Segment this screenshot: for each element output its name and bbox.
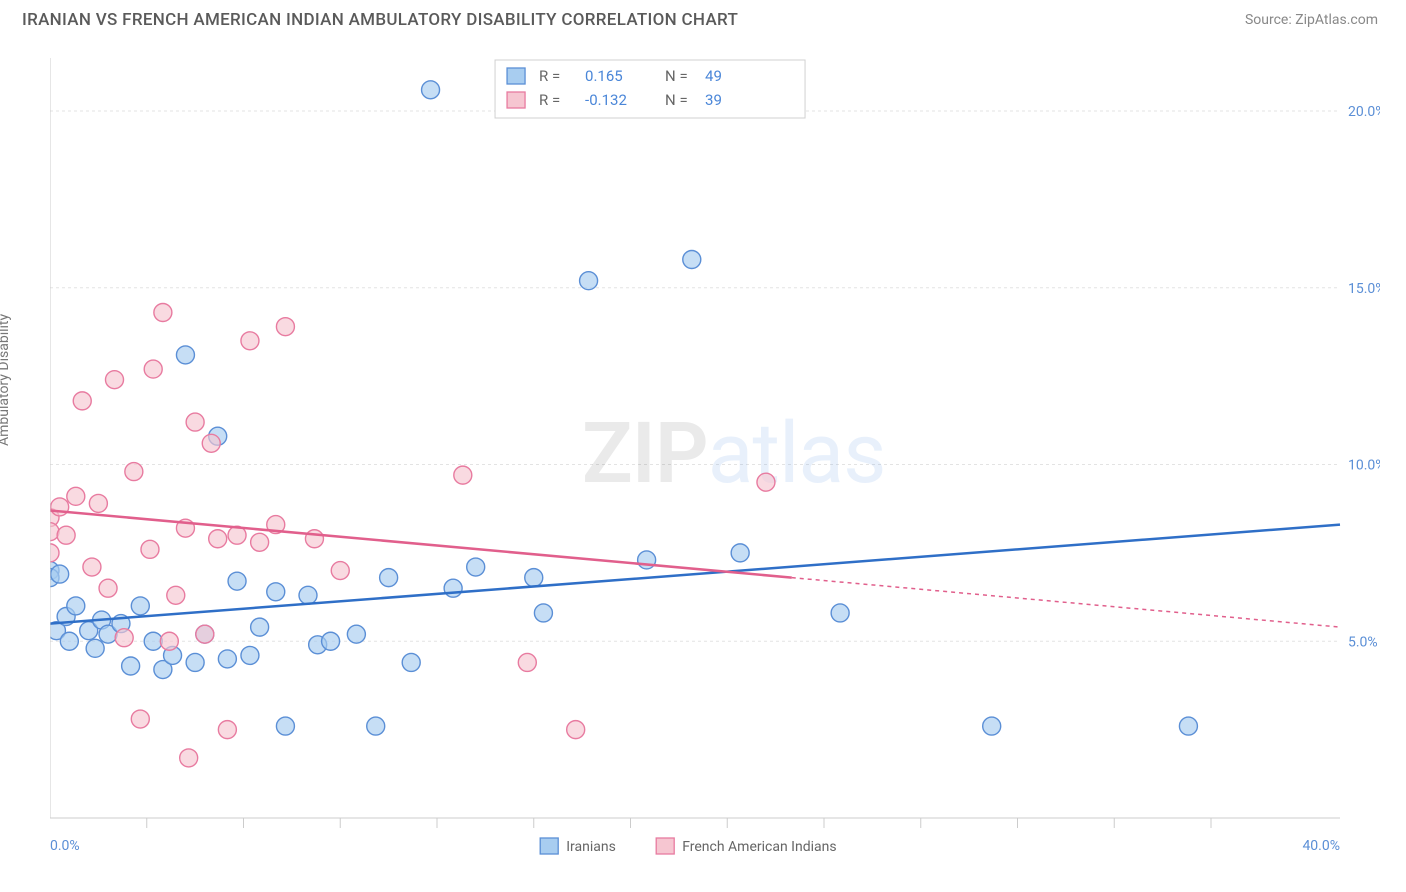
chart-title: IRANIAN VS FRENCH AMERICAN INDIAN AMBULA… — [22, 10, 738, 30]
scatter-point — [218, 721, 236, 739]
scatter-point — [299, 586, 317, 604]
scatter-point — [86, 639, 104, 657]
scatter-point — [160, 632, 178, 650]
legend-n-value: 49 — [705, 67, 722, 85]
scatter-point — [99, 579, 117, 597]
scatter-point — [983, 717, 1001, 735]
scatter-point — [176, 346, 194, 364]
scatter-point — [131, 597, 149, 615]
scatter-point — [202, 434, 220, 452]
scatter-point — [186, 653, 204, 671]
y-axis-label: Ambulatory Disability — [0, 314, 12, 446]
scatter-point — [731, 544, 749, 562]
scatter-point — [683, 250, 701, 268]
scatter-point — [144, 632, 162, 650]
chart-area: ZIPatlas5.0%10.0%15.0%20.0%0.0%40.0%R =0… — [50, 58, 1380, 832]
scatter-point — [131, 710, 149, 728]
source-prefix: Source: — [1245, 12, 1295, 28]
scatter-point — [422, 81, 440, 99]
scatter-point — [67, 487, 85, 505]
scatter-point — [831, 604, 849, 622]
scatter-point — [467, 558, 485, 576]
scatter-point — [367, 717, 385, 735]
scatter-point — [567, 721, 585, 739]
scatter-point — [218, 650, 236, 668]
scatter-point — [580, 272, 598, 290]
scatter-point — [115, 629, 133, 647]
scatter-point — [380, 569, 398, 587]
scatter-point — [125, 463, 143, 481]
scatter-point — [167, 586, 185, 604]
scatter-point — [51, 565, 69, 583]
legend-label: French American Indians — [682, 839, 836, 855]
scatter-point — [50, 544, 59, 562]
scatter-point — [251, 618, 269, 636]
scatter-point — [83, 558, 101, 576]
x-tick-label: 40.0% — [1302, 838, 1340, 854]
scatter-point — [144, 360, 162, 378]
scatter-point — [241, 646, 259, 664]
chart-container: IRANIAN VS FRENCH AMERICAN INDIAN AMBULA… — [0, 0, 1406, 892]
scatter-point — [757, 473, 775, 491]
scatter-point — [106, 371, 124, 389]
legend-r-label: R = — [539, 67, 560, 85]
source-link[interactable]: ZipAtlas.com — [1295, 12, 1378, 28]
trendline — [50, 510, 792, 577]
scatter-point — [276, 717, 294, 735]
scatter-point — [267, 583, 285, 601]
y-tick-label: 5.0% — [1348, 634, 1378, 650]
scatter-point — [402, 653, 420, 671]
scatter-point — [141, 540, 159, 558]
scatter-point — [186, 413, 204, 431]
scatter-point — [73, 392, 91, 410]
legend-n-label: N = — [665, 91, 688, 109]
scatter-point — [525, 569, 543, 587]
scatter-point — [347, 625, 365, 643]
scatter-point — [180, 749, 198, 767]
y-tick-label: 15.0% — [1348, 281, 1380, 297]
chart-svg: ZIPatlas 5.0% 10.0% 15.0% 20.0% 0.0% 40.0% R = 0… — [50, 58, 1380, 858]
legend-r-label: R = — [539, 91, 560, 109]
scatter-point — [251, 533, 269, 551]
trendline-extrapolated — [792, 578, 1340, 627]
scatter-point — [241, 332, 259, 350]
scatter-point — [331, 562, 349, 580]
watermark: ZIPatlas — [582, 404, 886, 503]
scatter-point — [57, 526, 75, 544]
scatter-point — [60, 632, 78, 650]
scatter-point — [305, 530, 323, 548]
scatter-point — [196, 625, 214, 643]
header: IRANIAN VS FRENCH AMERICAN INDIAN AMBULA… — [0, 0, 1406, 38]
scatter-point — [518, 653, 536, 671]
scatter-point — [89, 494, 107, 512]
scatter-point — [534, 604, 552, 622]
scatter-point — [454, 466, 472, 484]
legend-label: Iranians — [566, 839, 616, 855]
legend-swatch — [656, 838, 674, 854]
source-credit: Source: ZipAtlas.com — [1245, 12, 1378, 28]
scatter-point — [209, 530, 227, 548]
y-tick-label: 20.0% — [1348, 104, 1380, 120]
y-tick-label: 10.0% — [1348, 458, 1380, 474]
scatter-point — [322, 632, 340, 650]
legend-r-value: 0.165 — [585, 67, 623, 85]
scatter-point — [154, 304, 172, 322]
legend-r-value: -0.132 — [585, 91, 627, 109]
legend-swatch — [540, 838, 558, 854]
legend-swatch — [507, 68, 525, 84]
legend-swatch — [507, 92, 525, 108]
legend-n-value: 39 — [705, 91, 722, 109]
scatter-point — [67, 597, 85, 615]
scatter-point — [1179, 717, 1197, 735]
scatter-point — [444, 579, 462, 597]
x-tick-label: 0.0% — [50, 838, 80, 854]
scatter-point — [228, 572, 246, 590]
scatter-point — [122, 657, 140, 675]
scatter-point — [51, 498, 69, 516]
scatter-point — [276, 318, 294, 336]
legend-n-label: N = — [665, 67, 688, 85]
